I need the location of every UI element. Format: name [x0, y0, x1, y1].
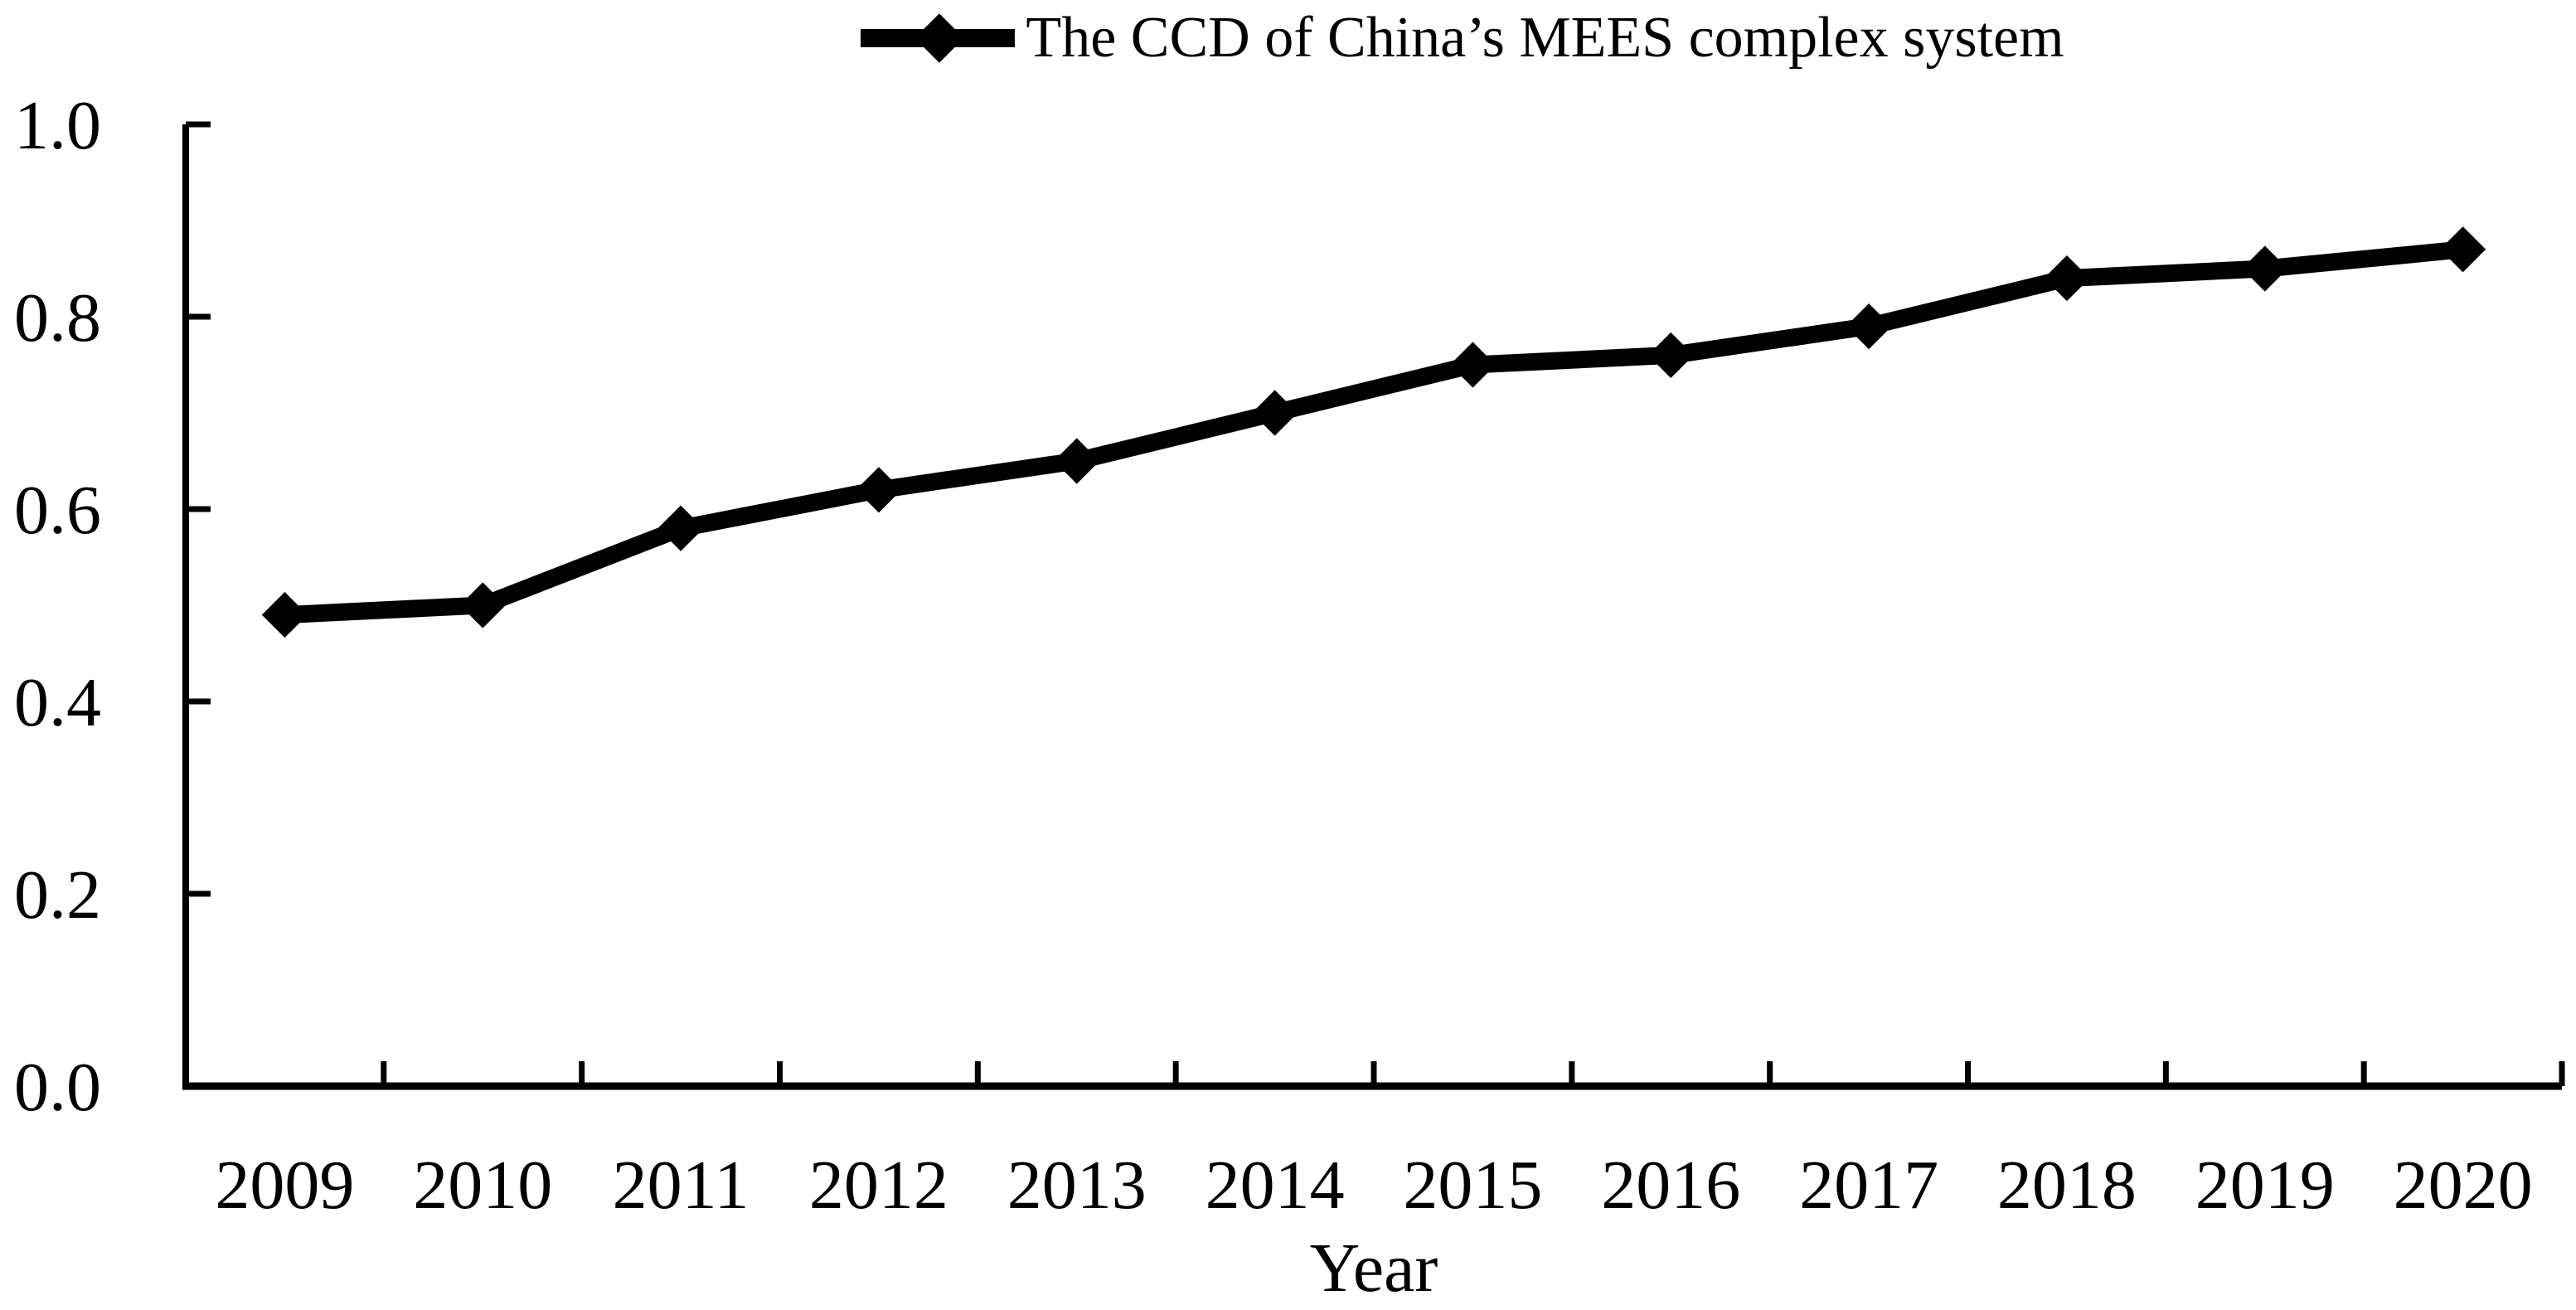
x-axis-tick-label: 2017 — [1799, 1147, 1938, 1224]
x-axis-tick-label: 2015 — [1403, 1147, 1542, 1224]
x-axis-tick-label: 2016 — [1601, 1147, 1740, 1224]
y-axis-tick-label: 1.0 — [14, 87, 101, 164]
legend-line-diamond-marker-icon — [860, 13, 1015, 63]
data-point-marker — [2044, 255, 2090, 302]
y-axis-tick-label: 0.8 — [14, 279, 101, 357]
chart-legend: The CCD of China’s MEES complex system — [860, 0, 2064, 76]
x-axis-tick-label: 2011 — [613, 1147, 750, 1224]
data-point-marker — [261, 592, 308, 638]
x-axis-tick-label: 2009 — [215, 1147, 354, 1224]
data-point-marker — [657, 505, 704, 551]
legend-series-label: The CCD of China’s MEES complex system — [1026, 6, 2064, 70]
y-axis-tick-label: 0.2 — [14, 856, 101, 934]
data-point-marker — [2242, 245, 2288, 292]
x-axis-tick-label: 2012 — [809, 1147, 948, 1224]
x-axis-tick-label: 2014 — [1206, 1147, 1345, 1224]
y-axis-tick-label: 0.6 — [14, 472, 101, 549]
data-point-marker — [1647, 332, 1694, 378]
data-point-marker — [1252, 390, 1298, 436]
data-point-marker — [1449, 342, 1496, 388]
y-axis-tick-label: 0.0 — [14, 1049, 101, 1126]
data-point-marker — [856, 467, 902, 513]
y-axis-tick-label: 0.4 — [14, 664, 101, 741]
x-axis-tick-label: 2010 — [413, 1147, 552, 1224]
x-axis-title: Year — [1310, 1230, 1438, 1307]
data-point-marker — [1054, 438, 1100, 484]
x-axis-tick-label: 2019 — [2195, 1147, 2335, 1224]
x-axis-tick-label: 2018 — [1997, 1147, 2137, 1224]
data-point-marker — [1846, 303, 1892, 350]
x-axis-tick-label: 2013 — [1007, 1147, 1147, 1224]
x-axis-tick-label: 2020 — [2394, 1147, 2533, 1224]
data-point-marker — [2440, 226, 2486, 273]
series-line — [284, 240, 2464, 624]
data-point-marker — [459, 582, 506, 628]
